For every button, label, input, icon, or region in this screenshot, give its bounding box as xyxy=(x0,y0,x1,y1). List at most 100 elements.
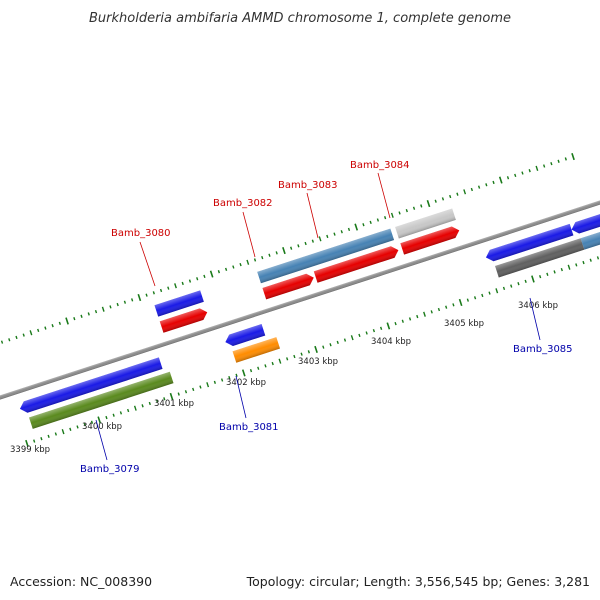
gene-label-bamb-3079[interactable]: Bamb_3079 xyxy=(80,464,140,475)
scale-tick xyxy=(199,385,202,389)
gene-label-bamb-3080[interactable]: Bamb_3080 xyxy=(111,228,171,239)
scale-tick xyxy=(546,272,549,276)
scale-tick xyxy=(458,298,463,307)
scale-tick xyxy=(22,333,25,337)
scale-tick xyxy=(235,373,238,377)
gene-label-bamb-3085[interactable]: Bamb_3085 xyxy=(513,344,573,355)
scale-tick xyxy=(463,189,467,195)
scale-tick xyxy=(386,322,391,330)
scale-tick xyxy=(550,162,553,166)
scale-tick xyxy=(495,288,499,294)
scale-tick xyxy=(498,176,503,184)
gene-label-bamb-3082[interactable]: Bamb_3082 xyxy=(213,198,273,209)
scale-tick xyxy=(264,364,267,368)
scale-tick xyxy=(94,309,98,314)
scale-tick xyxy=(379,326,383,330)
scale-tick xyxy=(213,380,217,384)
scale-tick xyxy=(300,352,303,356)
scale-tick xyxy=(241,369,246,377)
scale-tick xyxy=(232,265,235,269)
scale-tick xyxy=(521,171,524,175)
scale-tick xyxy=(257,366,260,370)
scale-tick xyxy=(275,251,278,255)
scale-tick xyxy=(405,208,408,213)
scale-tick xyxy=(29,330,33,336)
scale-tick xyxy=(430,310,433,314)
rotated-map-area xyxy=(0,153,600,447)
scale-tick xyxy=(137,293,142,302)
scale-tick xyxy=(372,329,376,333)
scale-tick xyxy=(155,399,159,403)
scale-tick xyxy=(582,260,585,265)
gene-labels: Bamb_3080 Bamb_3082 Bamb_3083 Bamb_3084 … xyxy=(80,160,573,475)
scale-tick xyxy=(596,256,600,260)
scale-tick xyxy=(119,411,123,415)
scale-tick xyxy=(90,420,94,424)
scale-tick xyxy=(557,159,560,163)
scale-tick xyxy=(347,227,351,232)
scale-tick xyxy=(268,253,271,257)
scale-tick xyxy=(560,267,563,272)
scale-tick xyxy=(528,169,531,173)
scale-tick xyxy=(290,246,293,250)
scale-tick xyxy=(188,279,192,283)
scale-tick xyxy=(485,183,488,187)
scale-tick xyxy=(437,307,441,312)
scale-tick xyxy=(362,223,365,227)
scale-tick xyxy=(97,416,102,424)
scale-tick xyxy=(426,199,431,208)
scale-tick xyxy=(466,298,469,302)
scale-tick xyxy=(101,306,105,312)
label-leader-line xyxy=(529,297,541,341)
scale-tick xyxy=(282,246,286,255)
gene-label-bamb-3081[interactable]: Bamb_3081 xyxy=(219,422,279,433)
gene-label-bamb-3083[interactable]: Bamb_3083 xyxy=(278,180,338,191)
gene-label-bamb-3084[interactable]: Bamb_3084 xyxy=(350,160,410,171)
scale-tick xyxy=(184,390,188,394)
gene-bamb-3080[interactable] xyxy=(154,290,209,333)
label-leader-line xyxy=(242,211,256,258)
scale-tick xyxy=(434,199,437,203)
scale-tick xyxy=(44,326,47,330)
gene-bamb-3079[interactable] xyxy=(18,356,174,431)
scale-tick xyxy=(423,311,426,317)
scale-tick xyxy=(163,397,166,401)
scale-label: 3403 kbp xyxy=(298,357,338,367)
scale-tick xyxy=(567,264,571,270)
scale-tick xyxy=(33,439,36,443)
scale-tick xyxy=(571,153,575,161)
gene-bamb-3084[interactable] xyxy=(395,208,461,255)
scale-tick xyxy=(575,263,578,267)
genome-summary-text: Topology: circular; Length: 3,556,545 bp… xyxy=(246,574,590,589)
scale-tick xyxy=(133,405,137,411)
scale-tick xyxy=(481,293,484,298)
scale-tick xyxy=(311,239,314,243)
scale-tick xyxy=(278,358,282,364)
scale-tick xyxy=(358,333,361,338)
gene-bamb-3081[interactable] xyxy=(224,321,281,364)
scale-tick xyxy=(470,187,473,192)
scale-tick xyxy=(209,270,214,278)
gene-bamb-3082-3083[interactable] xyxy=(257,228,400,300)
scale-tick xyxy=(116,302,119,307)
scale-tick xyxy=(25,439,29,447)
scale-tick xyxy=(401,319,404,323)
label-leader-line xyxy=(306,192,319,239)
scale-tick xyxy=(83,422,86,427)
scale-tick xyxy=(506,176,510,180)
scale-tick xyxy=(517,282,520,286)
scale-tick xyxy=(307,350,310,354)
scale-tick xyxy=(58,321,61,325)
scale-label: 3400 kbp xyxy=(82,422,122,432)
scale-tick xyxy=(206,382,210,388)
gene-bamb-3085[interactable] xyxy=(484,180,600,280)
scale-tick xyxy=(336,340,339,345)
scale-label: 3404 kbp xyxy=(371,337,411,347)
scale-tick xyxy=(441,197,445,201)
scale-tick xyxy=(326,234,329,239)
scale-tick xyxy=(174,283,177,289)
scale-tick xyxy=(37,328,40,333)
scale-tick xyxy=(322,345,325,349)
accession-text: Accession: NC_008390 xyxy=(10,574,152,589)
